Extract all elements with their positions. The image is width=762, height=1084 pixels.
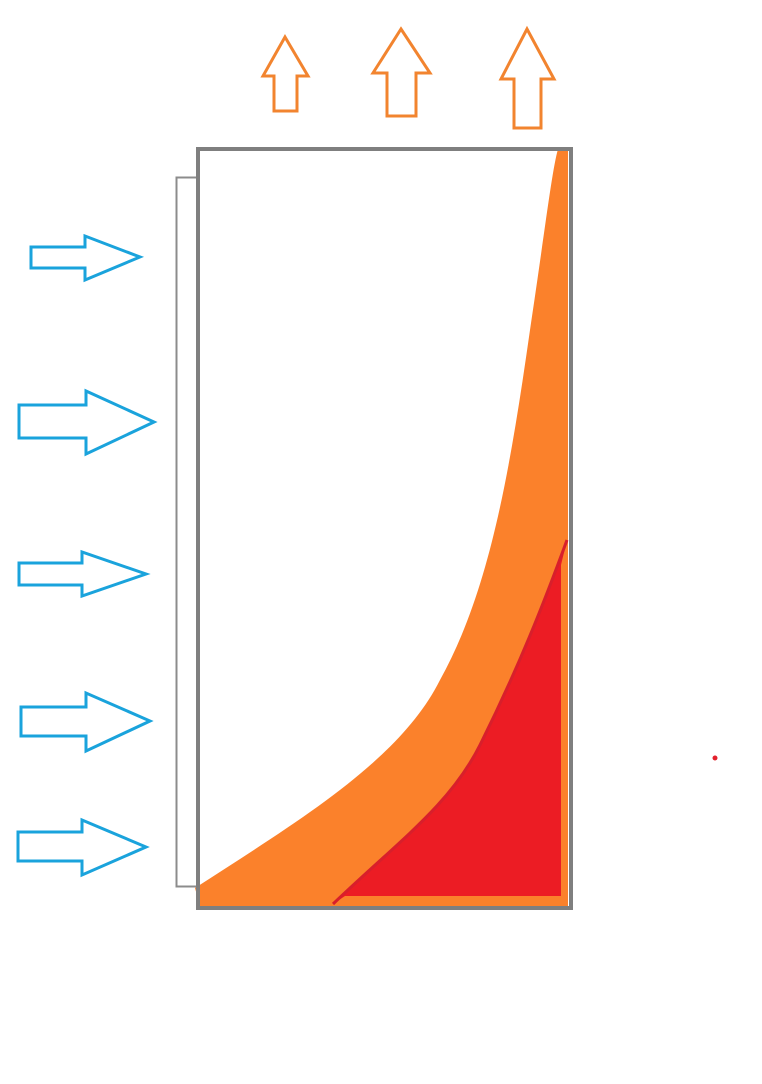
outflow-arrows	[260, 25, 557, 130]
red-boundary	[331, 539, 569, 906]
blue-arrow	[17, 549, 151, 599]
orange-arrow	[370, 26, 433, 118]
red-region	[333, 540, 567, 904]
orange-region	[195, 149, 568, 906]
blue-arrow	[17, 388, 158, 457]
main-box	[196, 147, 573, 910]
blue-arrow	[29, 233, 145, 283]
blue-arrow	[19, 690, 154, 754]
dot	[712, 755, 718, 761]
inflow-arrows	[16, 233, 158, 878]
orange-arrow	[498, 25, 557, 130]
orange-arrow	[260, 33, 311, 113]
blue-arrow	[16, 817, 150, 878]
